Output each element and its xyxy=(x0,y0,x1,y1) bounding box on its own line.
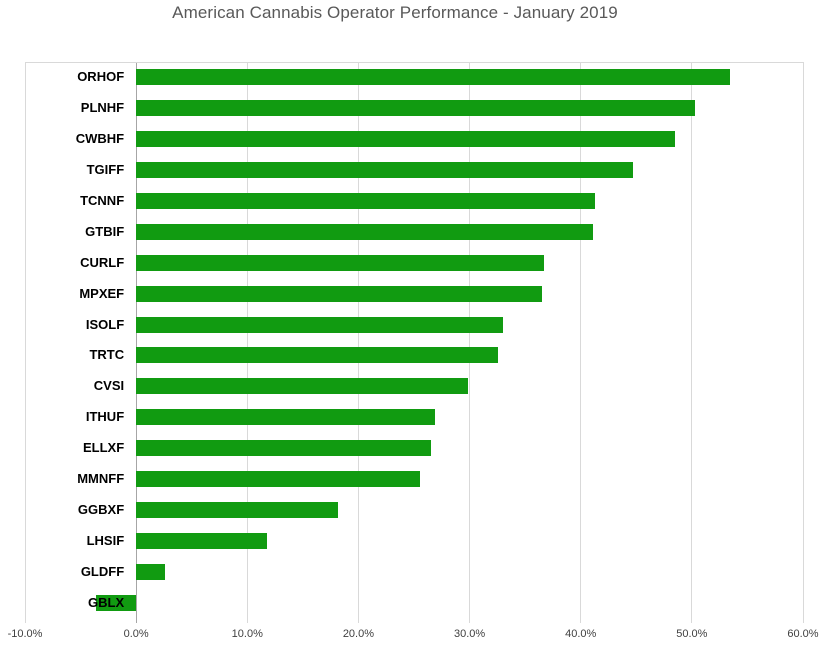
category-label: CURLF xyxy=(80,254,125,270)
bar xyxy=(136,378,469,395)
bar xyxy=(136,69,730,86)
x-gridline xyxy=(24,62,26,623)
bar xyxy=(136,563,166,580)
bar xyxy=(136,471,420,487)
category-label: PLNHF xyxy=(80,100,125,116)
bar xyxy=(136,347,499,364)
x-tick-label: 20.0% xyxy=(342,628,375,640)
zero-axis-line xyxy=(135,62,137,623)
category-label: GLDFF xyxy=(80,563,125,579)
bar xyxy=(136,223,593,240)
chart-title: American Cannabis Operator Performance -… xyxy=(172,3,618,22)
bar xyxy=(136,100,696,117)
x-tick-label: 10.0% xyxy=(231,628,263,640)
x-gridline xyxy=(580,62,582,623)
category-label: CVSI xyxy=(93,378,125,394)
category-label: ORHOF xyxy=(77,69,125,85)
bar xyxy=(136,131,676,148)
bar xyxy=(136,409,436,426)
category-label: GGBXF xyxy=(77,501,125,517)
category-label: MPXEF xyxy=(79,285,125,301)
x-tick-label: 30.0% xyxy=(453,628,486,640)
x-gridline xyxy=(246,62,248,623)
x-tick-label: 50.0% xyxy=(676,628,708,640)
x-gridline xyxy=(691,62,693,623)
bar xyxy=(136,193,596,209)
x-tick-label: 40.0% xyxy=(565,628,597,640)
bar xyxy=(136,316,503,333)
category-label: LHSIF xyxy=(86,532,125,548)
category-label: TCNNF xyxy=(80,193,125,208)
category-label: GBLX xyxy=(88,594,125,610)
x-tick-label: 0.0% xyxy=(123,628,149,640)
category-label: ISOLF xyxy=(85,316,125,332)
category-label: ELLXF xyxy=(82,440,125,456)
category-label: CWBHF xyxy=(75,131,125,147)
x-gridline xyxy=(802,62,804,623)
bar xyxy=(136,285,542,302)
category-label: TGIFF xyxy=(86,162,125,178)
bar xyxy=(136,532,268,549)
x-tick-label: 60.0% xyxy=(787,628,819,640)
bar xyxy=(96,594,137,611)
category-label: GTBIF xyxy=(85,223,125,239)
category-label: ITHUF xyxy=(85,409,125,425)
bar xyxy=(136,254,545,271)
bar xyxy=(136,162,633,179)
category-label: TRTC xyxy=(89,347,125,363)
x-gridline xyxy=(357,62,359,623)
plot-top-border xyxy=(25,62,803,63)
bar xyxy=(136,440,431,457)
bar xyxy=(136,501,339,518)
x-tick-label: -10.0% xyxy=(7,628,43,640)
category-label: MMNFF xyxy=(77,471,125,486)
x-gridline xyxy=(469,62,471,623)
